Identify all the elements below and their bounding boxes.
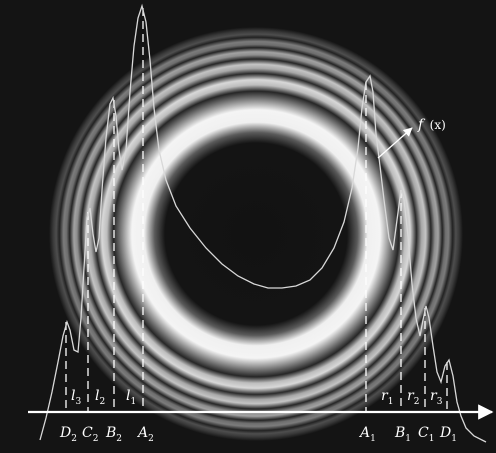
interval-labels: l3 l2 l1 r1 r2 r3 [71, 388, 443, 407]
point-label-b1: B1 [394, 425, 411, 444]
point-label-b2: B2 [105, 425, 122, 444]
interval-label-l1: l1 [126, 388, 136, 407]
point-label-a2: A2 [136, 425, 154, 444]
interval-label-l2: l2 [95, 388, 105, 407]
curve-label: f (x) [417, 117, 446, 133]
point-label-a1: A1 [358, 425, 376, 444]
axis-point-labels: D2 C2 B2 A2 A1 B1 C1 D1 [59, 425, 457, 444]
dashed-guide-lines [65, 8, 448, 412]
point-label-c1: C1 [418, 425, 434, 444]
interval-label-r1: r1 [381, 388, 393, 407]
interval-label-r2: r2 [407, 388, 419, 407]
point-label-c2: C2 [82, 425, 98, 444]
interval-label-r3: r3 [430, 388, 443, 407]
intensity-curve-f [39, 3, 487, 443]
point-label-d2: D2 [59, 425, 77, 444]
curve-label-pointer [377, 127, 413, 159]
interval-label-l3: l3 [71, 388, 81, 407]
point-label-d1: D1 [439, 425, 457, 444]
